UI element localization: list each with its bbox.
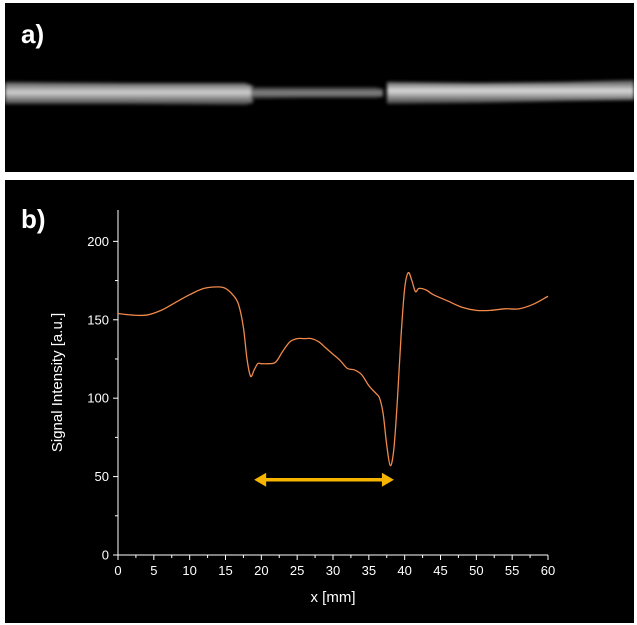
x-tick-label: 45 (433, 563, 447, 578)
x-tick-label: 35 (362, 563, 376, 578)
x-tick-label: 50 (469, 563, 483, 578)
y-tick-label: 100 (87, 391, 109, 406)
x-tick-label: 40 (397, 563, 411, 578)
x-tick-label: 25 (290, 563, 304, 578)
panel-a-wire-image: a) (5, 3, 634, 172)
x-tick-label: 55 (505, 563, 519, 578)
panel-b-label: b) (21, 204, 46, 234)
wire-left-segment (5, 82, 253, 105)
x-tick-label: 10 (182, 563, 196, 578)
arrow-head-right (381, 472, 394, 487)
y-tick-label: 50 (95, 469, 109, 484)
wire-right-segment (387, 80, 634, 104)
wire-middle-segment (251, 87, 383, 99)
y-tick-label: 200 (87, 234, 109, 249)
wire-xray-image (5, 80, 634, 105)
signal-intensity-plot: 0 5 10 15 20 25 30 35 40 45 50 55 60 0 50 100 150 200 x [… (49, 210, 555, 606)
panel-a-label: a) (21, 19, 45, 49)
gap-width-double-arrow (254, 472, 394, 487)
arrow-head-left (254, 472, 267, 487)
panel-b-chart: 0 5 10 15 20 25 30 35 40 45 50 55 60 0 50 100 150 200 x [… (5, 180, 634, 623)
x-tick-label: 5 (150, 563, 157, 578)
x-tick-label: 15 (218, 563, 232, 578)
series-line-profile (117, 271, 549, 467)
y-tick-label: 150 (87, 312, 109, 327)
x-axis-title: x [mm] (311, 589, 356, 606)
y-tick-label: 0 (102, 548, 109, 563)
x-tick-label: 20 (254, 563, 268, 578)
x-tick-label: 60 (541, 563, 555, 578)
y-axis-title: Signal Intensity [a.u.] (49, 313, 66, 452)
x-tick-label: 0 (114, 563, 121, 578)
x-tick-label: 30 (326, 563, 340, 578)
